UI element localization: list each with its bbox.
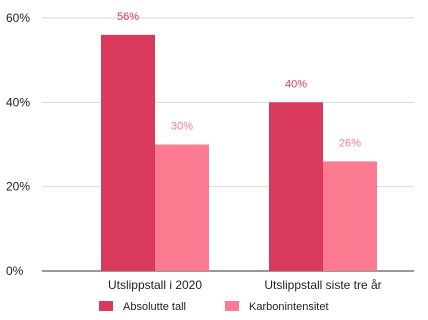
y-tick-label: 40% (6, 95, 30, 109)
legend: Absolutte tall Karbonintensitet (99, 301, 329, 313)
data-label: 56% (117, 11, 139, 23)
y-tick-label: 0% (6, 264, 24, 278)
data-label: 40% (285, 78, 307, 90)
legend-swatch (99, 301, 113, 311)
legend-label: Karbonintensitet (249, 301, 329, 313)
y-axis-ticks: 0% 20% 40% 60% (6, 11, 30, 278)
bar-karbonintensitet-1 (323, 161, 377, 271)
legend-label: Absolutte tall (123, 301, 186, 313)
category-label: Utslippstall siste tre år (264, 278, 381, 292)
legend-swatch (225, 301, 239, 311)
bar-absolutte-tall-1 (269, 102, 323, 271)
bars (101, 34, 377, 271)
bar-absolutte-tall-0 (101, 34, 155, 271)
category-label: Utslippstall i 2020 (108, 278, 202, 292)
y-tick-label: 20% (6, 180, 30, 194)
data-labels: 56% 30% 40% 26% (117, 11, 361, 150)
y-tick-label: 60% (6, 11, 30, 25)
bar-karbonintensitet-0 (155, 144, 209, 271)
data-label: 30% (171, 121, 193, 133)
data-label: 26% (339, 137, 361, 149)
x-axis-categories: Utslippstall i 2020 Utslippstall siste tr… (108, 278, 382, 292)
